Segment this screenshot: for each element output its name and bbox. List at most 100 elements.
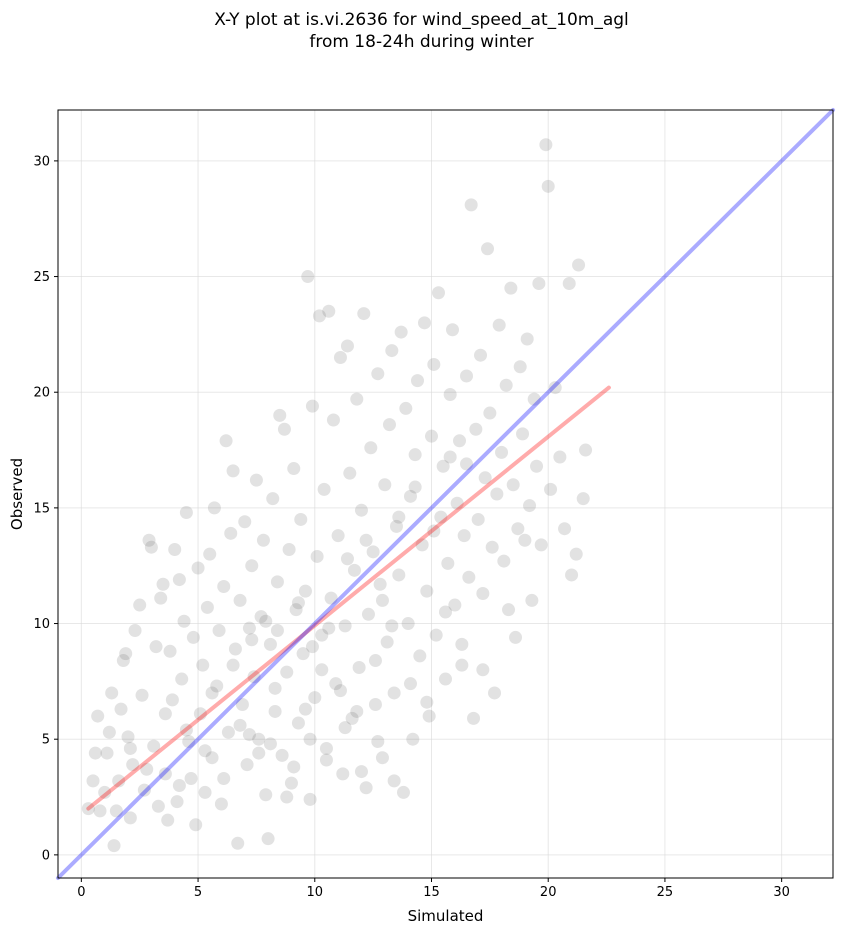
scatter-point — [324, 591, 338, 605]
scatter-point — [182, 735, 196, 749]
scatter-point — [217, 772, 231, 786]
scatter-point — [434, 510, 448, 524]
scatter-point — [518, 533, 532, 547]
scatter-point — [298, 702, 312, 716]
scatter-point — [403, 489, 417, 503]
scatter-point — [88, 746, 102, 760]
scatter-point — [144, 540, 158, 554]
scatter-point — [268, 704, 282, 718]
scatter-point — [413, 649, 427, 663]
scatter-point — [298, 584, 312, 598]
scatter-point — [322, 621, 336, 635]
scatter-point — [266, 492, 280, 506]
scatter-point — [312, 309, 326, 323]
scatter-point — [333, 684, 347, 698]
scatter-point — [315, 663, 329, 677]
scatter-point — [198, 785, 212, 799]
scatter-point — [86, 774, 100, 788]
scatter-point — [319, 741, 333, 755]
scatter-point — [399, 401, 413, 415]
scatter-point — [389, 519, 403, 533]
scatter-point — [305, 399, 319, 413]
scatter-point — [579, 443, 593, 457]
scatter-point — [382, 418, 396, 432]
x-tick-label: 15 — [423, 885, 440, 900]
scatter-point — [569, 547, 583, 561]
scatter-point — [268, 681, 282, 695]
scatter-point — [224, 526, 238, 540]
scatter-point — [439, 605, 452, 619]
x-tick-label: 10 — [307, 885, 324, 900]
scatter-point — [471, 512, 485, 526]
scatter-point — [431, 286, 445, 300]
scatter-point — [221, 725, 235, 739]
scatter-point — [457, 529, 471, 543]
scatter-point — [504, 281, 518, 295]
x-axis-ticks: 0 5 10 15 20 25 30 — [77, 878, 790, 900]
scatter-point — [189, 818, 203, 832]
scatter-point — [492, 318, 506, 332]
scatter-point — [226, 464, 240, 478]
scatter-point — [261, 832, 275, 846]
scatter-point — [275, 748, 289, 762]
scatter-point — [371, 735, 385, 749]
scatter-point — [424, 429, 438, 443]
scatter-point — [520, 332, 534, 346]
scatter-point — [186, 630, 200, 644]
scatter-point — [247, 670, 261, 684]
scatter-point — [219, 434, 233, 448]
scatter-point — [291, 596, 305, 610]
scatter-point — [368, 698, 382, 712]
scatter-point — [123, 811, 137, 825]
scatter-point — [336, 767, 350, 781]
scatter-point — [422, 709, 436, 723]
scatter-point — [305, 640, 319, 654]
y-tick-label: 20 — [33, 386, 50, 401]
scatter-points — [81, 138, 593, 853]
y-tick-label: 25 — [33, 270, 50, 285]
scatter-point — [481, 242, 495, 256]
scatter-point — [270, 623, 284, 637]
scatter-point — [212, 623, 226, 637]
scatter-point — [245, 633, 259, 647]
y-tick-label: 10 — [33, 617, 50, 632]
scatter-point — [436, 459, 450, 473]
scatter-point — [364, 441, 378, 455]
scatter-point — [289, 603, 303, 617]
scatter-point — [506, 478, 520, 492]
scatter-point — [214, 797, 228, 811]
scatter-point — [572, 258, 586, 272]
scatter-point — [172, 573, 186, 587]
scatter-point — [534, 538, 548, 552]
scatter-point — [207, 501, 221, 515]
scatter-point — [544, 482, 558, 496]
scatter-point — [513, 360, 527, 374]
scatter-point — [280, 790, 294, 804]
scatter-point — [184, 772, 198, 786]
scatter-point — [287, 462, 301, 476]
y-tick-label: 30 — [33, 154, 50, 169]
scatter-point — [270, 575, 284, 589]
y-tick-label: 5 — [42, 733, 50, 748]
scatter-point — [387, 686, 401, 700]
scatter-point — [205, 686, 219, 700]
scatter-point — [100, 746, 114, 760]
scatter-point — [338, 721, 352, 735]
scatter-point — [273, 408, 287, 422]
scatter-point — [326, 413, 340, 427]
scatter-point — [228, 642, 242, 656]
y-axis-ticks: 0 5 10 15 20 25 30 — [33, 154, 58, 863]
scatter-point — [284, 776, 298, 790]
scatter-point — [98, 785, 112, 799]
scatter-point — [448, 598, 462, 612]
scatter-point — [375, 593, 389, 607]
scatter-point — [263, 737, 277, 751]
x-tick-label: 5 — [194, 885, 202, 900]
scatter-point — [420, 695, 434, 709]
scatter-point — [562, 276, 576, 290]
scatter-point — [490, 487, 504, 501]
reference-lines — [56, 108, 835, 880]
scatter-point — [359, 533, 373, 547]
scatter-point — [441, 556, 455, 570]
scatter-point — [242, 621, 256, 635]
